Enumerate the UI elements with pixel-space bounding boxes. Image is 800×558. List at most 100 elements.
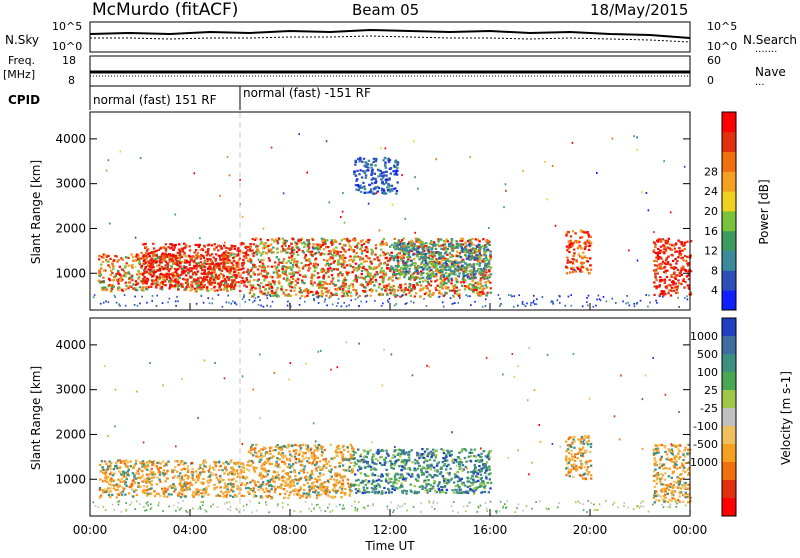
echo-cell xyxy=(342,446,344,448)
echo-cell xyxy=(328,259,330,261)
echo-cell xyxy=(384,164,386,166)
echo-cell xyxy=(383,192,385,194)
echo-cell xyxy=(198,494,200,496)
echo-cell xyxy=(209,282,211,284)
echo-cell xyxy=(127,257,129,259)
echo-cell xyxy=(364,268,366,270)
echo-cell xyxy=(163,268,165,270)
ground-scatter-cell xyxy=(258,304,260,306)
echo-cell xyxy=(186,483,188,485)
ground-scatter-cell xyxy=(557,299,559,301)
echo-cell xyxy=(288,279,290,281)
echo-cell xyxy=(371,182,373,184)
echo-cell xyxy=(664,247,666,249)
echo-cell xyxy=(478,287,480,289)
echo-cell xyxy=(449,290,451,292)
echo-cell xyxy=(180,485,182,487)
sparse-echo-cell xyxy=(636,136,638,138)
echo-cell xyxy=(654,246,656,248)
echo-cell xyxy=(223,263,225,265)
echo-cell xyxy=(203,462,205,464)
echo-cell xyxy=(142,243,144,245)
echo-cell xyxy=(488,276,490,278)
ground-scatter-cell xyxy=(243,294,245,296)
echo-cell xyxy=(475,251,477,253)
ground-scatter-cell xyxy=(227,295,229,297)
echo-cell xyxy=(677,279,679,281)
echo-cell xyxy=(661,279,663,281)
echo-cell xyxy=(340,496,342,498)
echo-cell xyxy=(125,285,127,287)
echo-cell xyxy=(154,258,156,260)
echo-cell xyxy=(370,281,372,283)
echo-cell xyxy=(234,248,236,250)
echo-cell xyxy=(660,246,662,248)
ground-scatter-cell xyxy=(381,305,383,307)
echo-cell xyxy=(664,240,666,242)
echo-cell xyxy=(417,253,419,255)
echo-cell xyxy=(225,266,227,268)
echo-cell xyxy=(189,249,191,251)
echo-cell xyxy=(151,480,153,482)
echo-cell xyxy=(464,279,466,281)
echo-cell xyxy=(268,281,270,283)
echo-cell xyxy=(473,274,475,276)
echo-cell xyxy=(328,265,330,267)
echo-cell xyxy=(410,240,412,242)
echo-cell xyxy=(188,255,190,257)
echo-cell xyxy=(378,286,380,288)
echo-cell xyxy=(352,448,354,450)
echo-cell xyxy=(325,467,327,469)
echo-cell xyxy=(338,263,340,265)
echo-cell xyxy=(306,239,308,241)
echo-cell xyxy=(204,269,206,271)
echo-cell xyxy=(482,273,484,275)
ground-scatter-cell xyxy=(267,297,269,299)
echo-cell xyxy=(121,481,123,483)
echo-cell xyxy=(115,275,117,277)
echo-cell xyxy=(393,273,395,275)
echo-cell xyxy=(159,481,161,483)
ground-scatter-cell xyxy=(276,295,278,297)
echo-cell xyxy=(442,244,444,246)
echo-cell xyxy=(360,277,362,279)
echo-cell xyxy=(395,173,397,175)
freq-tick-top: 18 xyxy=(62,54,76,67)
colorbar-swatch xyxy=(722,251,736,271)
echo-cell xyxy=(246,482,248,484)
echo-cell xyxy=(195,268,197,270)
echo-cell xyxy=(444,292,446,294)
echo-cell xyxy=(375,279,377,281)
echo-cell xyxy=(305,264,307,266)
echo-cell xyxy=(675,262,677,264)
echo-cell xyxy=(451,238,453,240)
echo-cell xyxy=(98,270,100,272)
echo-cell xyxy=(655,279,657,281)
echo-cell xyxy=(215,465,217,467)
echo-cell xyxy=(282,248,284,250)
echo-cell xyxy=(207,248,209,250)
echo-cell xyxy=(486,286,488,288)
echo-cell xyxy=(233,286,235,288)
echo-cell xyxy=(155,250,157,252)
echo-cell xyxy=(202,483,204,485)
echo-cell xyxy=(291,259,293,261)
echo-cell xyxy=(139,286,141,288)
echo-cell xyxy=(127,287,129,289)
echo-cell xyxy=(191,284,193,286)
ground-scatter-cell xyxy=(270,306,272,308)
echo-cell xyxy=(322,458,324,460)
echo-cell xyxy=(285,262,287,264)
echo-cell xyxy=(405,271,407,273)
echo-cell xyxy=(249,248,251,250)
echo-cell xyxy=(233,279,235,281)
echo-cell xyxy=(472,247,474,249)
colorbar-tick-label: 24 xyxy=(704,185,718,198)
echo-cell xyxy=(264,266,266,268)
echo-cell xyxy=(365,281,367,283)
echo-cell xyxy=(170,493,172,495)
echo-cell xyxy=(99,275,101,277)
echo-cell xyxy=(456,290,458,292)
echo-cell xyxy=(581,236,583,238)
echo-cell xyxy=(344,277,346,279)
